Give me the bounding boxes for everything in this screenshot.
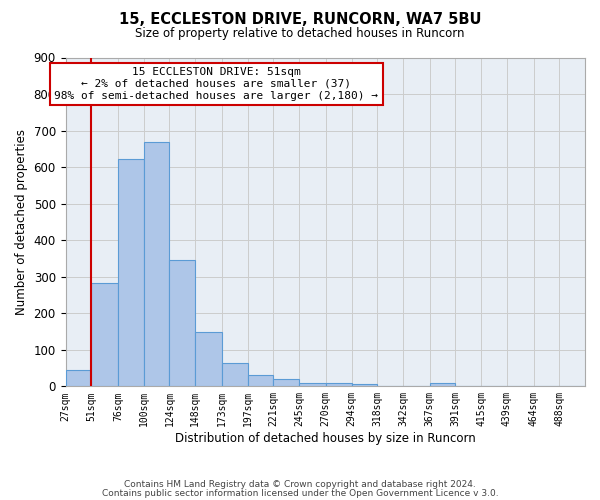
Y-axis label: Number of detached properties: Number of detached properties xyxy=(15,129,28,315)
Bar xyxy=(169,260,195,386)
X-axis label: Distribution of detached houses by size in Runcorn: Distribution of detached houses by size … xyxy=(175,432,476,445)
Text: Contains public sector information licensed under the Open Government Licence v : Contains public sector information licen… xyxy=(101,488,499,498)
Text: 15 ECCLESTON DRIVE: 51sqm
← 2% of detached houses are smaller (37)
98% of semi-d: 15 ECCLESTON DRIVE: 51sqm ← 2% of detach… xyxy=(54,68,378,100)
Bar xyxy=(326,384,352,386)
Bar xyxy=(274,379,299,386)
Bar xyxy=(118,160,144,386)
Text: 15, ECCLESTON DRIVE, RUNCORN, WA7 5BU: 15, ECCLESTON DRIVE, RUNCORN, WA7 5BU xyxy=(119,12,481,28)
Bar xyxy=(91,283,118,387)
Bar xyxy=(65,370,91,386)
Text: Contains HM Land Registry data © Crown copyright and database right 2024.: Contains HM Land Registry data © Crown c… xyxy=(124,480,476,489)
Bar xyxy=(299,382,326,386)
Bar xyxy=(352,384,377,386)
Bar xyxy=(430,384,455,386)
Bar xyxy=(144,142,169,386)
Bar xyxy=(195,332,222,386)
Text: Size of property relative to detached houses in Runcorn: Size of property relative to detached ho… xyxy=(135,28,465,40)
Bar xyxy=(222,362,248,386)
Bar xyxy=(248,374,274,386)
